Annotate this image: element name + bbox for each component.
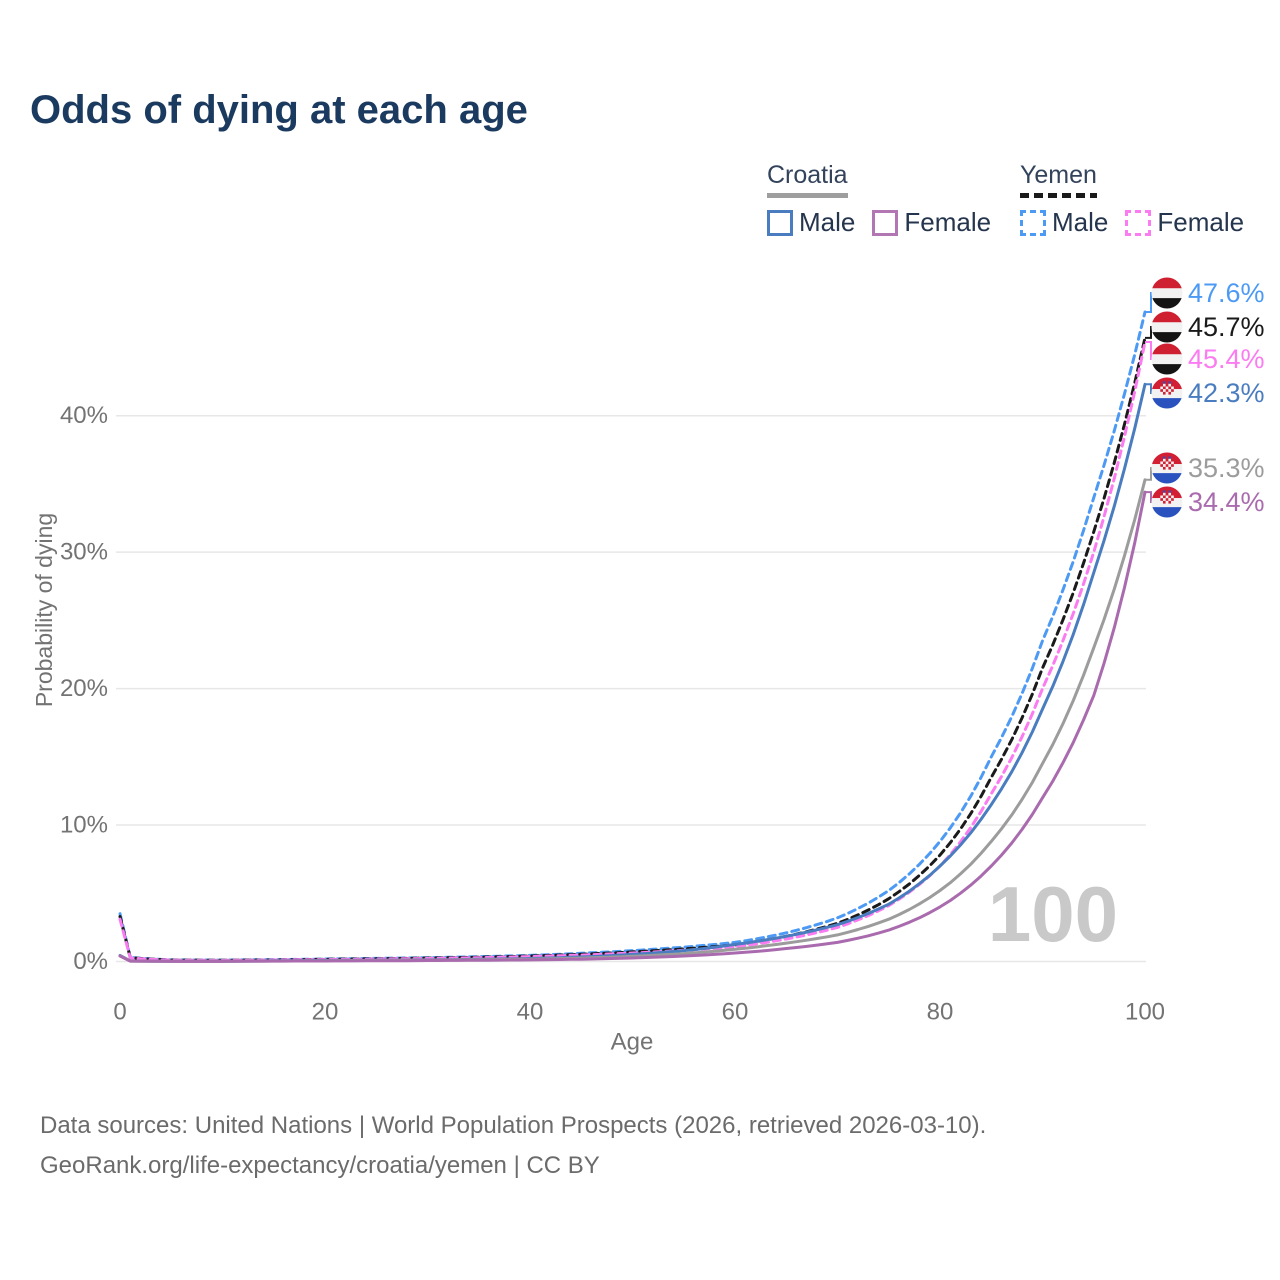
yemen-flag-icon — [1151, 311, 1183, 343]
end-value-label-yemen-male: 47.6% — [1188, 278, 1265, 308]
legend-label-croatia-female: Female — [904, 207, 992, 237]
y-tick-label: 10% — [60, 812, 108, 839]
line-chart: 0% 10% 20% 30% 40% 0 20 40 60 80 100 Age Probability… — [31, 277, 1265, 1056]
x-tick-label: 0 — [113, 999, 126, 1026]
data-sources-line: Data sources: United Nations | World Pop… — [40, 1112, 987, 1139]
page-title: Odds of dying at each age — [30, 88, 528, 132]
end-value-label-croatia-female: 34.4% — [1188, 487, 1265, 517]
yemen-flag-icon — [1151, 343, 1183, 375]
legend-item-yemen-male[interactable]: Male — [1020, 207, 1108, 238]
end-value-label-croatia-both: 35.3% — [1188, 453, 1265, 483]
source-url-line: GeoRank.org/life-expectancy/croatia/yeme… — [40, 1152, 600, 1179]
croatia-female-swatch — [872, 209, 899, 236]
x-tick-label: 100 — [1125, 999, 1165, 1026]
croatia-male-swatch — [767, 209, 793, 236]
legend-country-croatia[interactable]: Croatia — [767, 161, 848, 198]
x-tick-label: 60 — [722, 999, 749, 1026]
end-value-label-croatia-male: 42.3% — [1188, 378, 1265, 408]
series-line-yemen-male[interactable] — [118, 310, 1147, 962]
y-tick-label: 30% — [60, 539, 108, 566]
legend-item-croatia-female[interactable]: Female — [872, 207, 991, 238]
croatia-flag-icon — [1151, 486, 1183, 518]
legend-country-croatia-label: Croatia — [767, 161, 848, 189]
croatia-flag-icon — [1151, 377, 1183, 409]
y-tick-label: 40% — [60, 402, 108, 429]
legend-label-yemen-female: Female — [1157, 207, 1245, 237]
end-value-label-yemen-female: 45.4% — [1188, 344, 1265, 374]
croatia-line-style-swatch — [767, 193, 848, 198]
y-tick-label: 20% — [60, 675, 108, 702]
yemen-line-style-swatch — [1020, 193, 1097, 198]
x-tick-label: 20 — [312, 999, 339, 1026]
legend-group-yemen: Yemen Male Female — [1020, 161, 1244, 238]
legend-country-yemen[interactable]: Yemen — [1020, 161, 1097, 198]
x-axis-title: Age — [611, 1029, 654, 1056]
yemen-female-swatch — [1125, 209, 1152, 236]
legend-label-yemen-male: Male — [1052, 207, 1109, 237]
croatia-flag-icon — [1151, 452, 1183, 484]
legend-label-croatia-male: Male — [799, 207, 856, 237]
y-tick-label: 0% — [73, 948, 108, 975]
x-tick-label: 80 — [927, 999, 954, 1026]
legend-group-croatia: Croatia Male Female — [767, 161, 991, 238]
y-axis-title: Probability of dying — [31, 513, 57, 707]
legend-item-yemen-female[interactable]: Female — [1125, 207, 1244, 238]
legend-item-croatia-male[interactable]: Male — [767, 207, 855, 238]
x-tick-label: 40 — [517, 999, 544, 1026]
yemen-male-swatch — [1020, 209, 1046, 236]
legend-country-yemen-label: Yemen — [1020, 161, 1097, 189]
footer: Data sources: United Nations | World Pop… — [40, 1106, 986, 1186]
age-counter-watermark: 100 — [988, 870, 1118, 958]
end-value-label-yemen-both: 45.7% — [1188, 312, 1265, 342]
yemen-flag-icon — [1151, 277, 1183, 309]
series-line-croatia-female[interactable] — [118, 490, 1147, 963]
